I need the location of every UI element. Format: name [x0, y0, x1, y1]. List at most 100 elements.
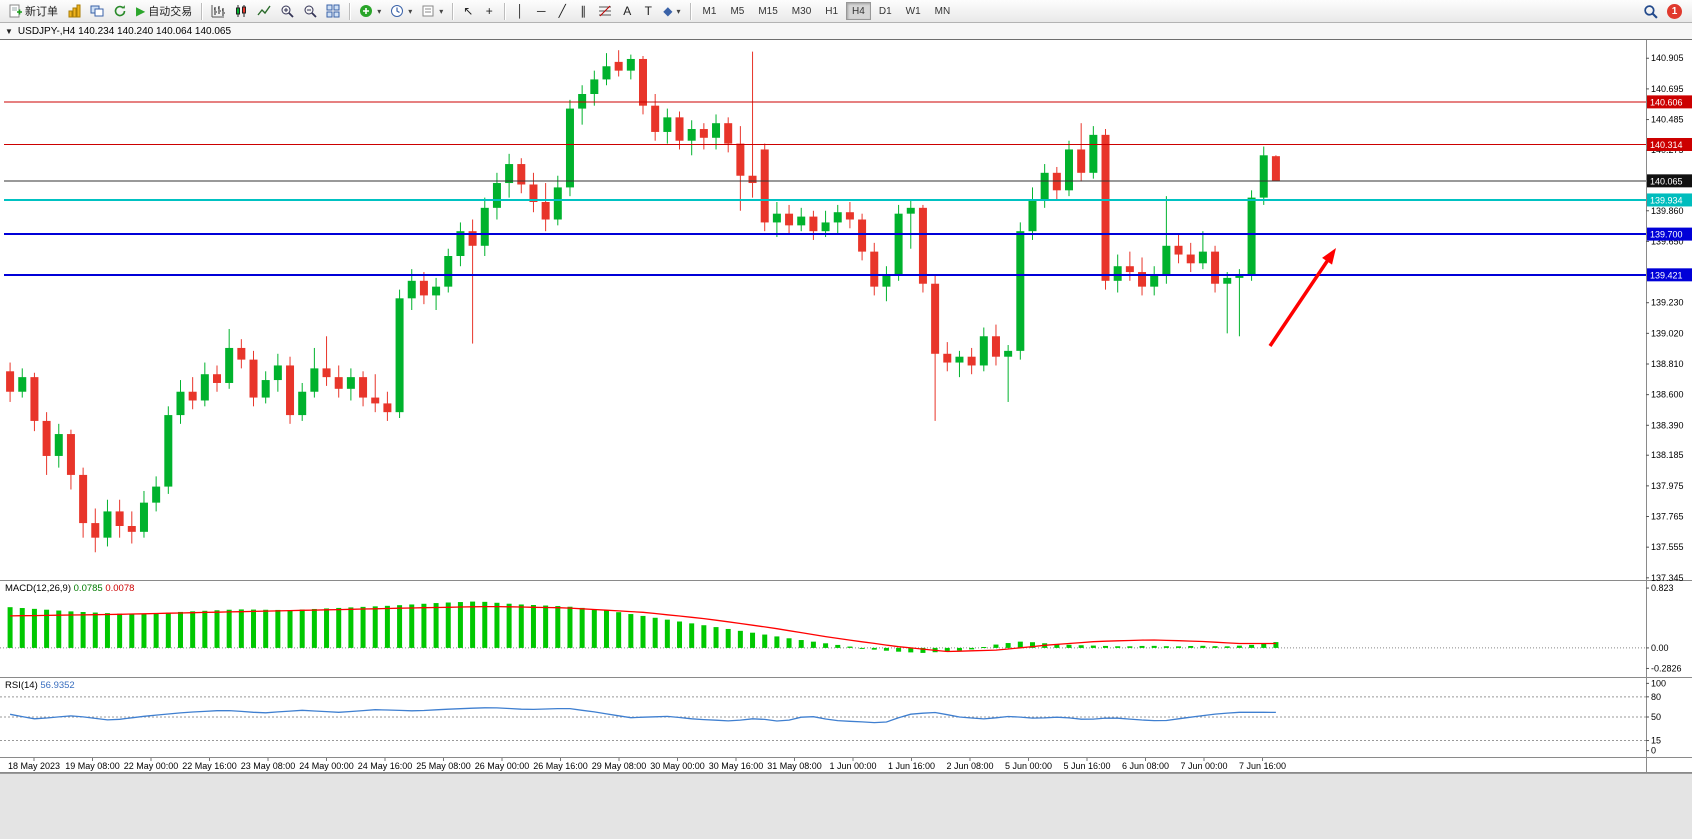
- timeframe-m1-button[interactable]: M1: [697, 2, 723, 20]
- svg-text:29 May 08:00: 29 May 08:00: [592, 761, 647, 771]
- text-label-button[interactable]: T: [638, 1, 658, 21]
- svg-text:138.810: 138.810: [1651, 359, 1684, 369]
- horizontal-line-button[interactable]: ─: [531, 1, 551, 21]
- svg-text:18 May 2023: 18 May 2023: [8, 761, 60, 771]
- svg-text:139.860: 139.860: [1651, 206, 1684, 216]
- svg-text:31 May 08:00: 31 May 08:00: [767, 761, 822, 771]
- chart-title: USDJPY-,H4 140.234 140.240 140.064 140.0…: [17, 25, 232, 37]
- tile-windows-button[interactable]: [322, 1, 344, 21]
- svg-text:1 Jun 00:00: 1 Jun 00:00: [829, 761, 876, 771]
- svg-text:15: 15: [1651, 736, 1661, 746]
- cursor-button[interactable]: ↖: [458, 1, 478, 21]
- periods-button[interactable]: ▾: [386, 1, 416, 21]
- svg-text:139.020: 139.020: [1651, 328, 1684, 338]
- svg-text:24 May 00:00: 24 May 00:00: [299, 761, 354, 771]
- price-badge-current-price: [1647, 174, 1692, 188]
- timeframe-mn-button[interactable]: MN: [929, 2, 957, 20]
- horizontal-lines-layer: [4, 101, 1646, 276]
- chevron-down-icon: ▾: [408, 6, 413, 16]
- notification-badge[interactable]: 1: [1667, 3, 1682, 19]
- zoom-in-button[interactable]: [276, 1, 298, 21]
- horizontal-line-icon: ─: [537, 4, 546, 18]
- trendline-button[interactable]: ╱: [552, 1, 572, 21]
- svg-text:140.905: 140.905: [1651, 53, 1684, 63]
- timeframe-w1-button[interactable]: W1: [900, 2, 927, 20]
- timeframe-m5-button[interactable]: M5: [724, 2, 750, 20]
- zoom-out-icon: [303, 4, 317, 18]
- text-label-icon: T: [644, 4, 652, 18]
- chart-line-button[interactable]: [253, 1, 275, 21]
- fibonacci-button[interactable]: [594, 1, 616, 21]
- timeframe-group: M1 M5 M15 M30 H1 H4 D1 W1 MN: [696, 2, 958, 20]
- profiles-button[interactable]: [86, 1, 108, 21]
- chevron-down-icon: ▾: [439, 6, 444, 16]
- search-icon: [1643, 4, 1658, 19]
- crosshair-button[interactable]: +: [479, 1, 499, 21]
- chart-area[interactable]: 140.905140.695140.485140.275139.860139.6…: [0, 40, 1692, 773]
- clock-icon: [390, 4, 404, 18]
- add-indicator-icon: [359, 4, 373, 18]
- chart-candles-button[interactable]: [230, 1, 252, 21]
- workspace-background: [0, 773, 1692, 839]
- new-order-label: 新订单: [25, 6, 58, 18]
- svg-text:0.823: 0.823: [1651, 583, 1674, 593]
- trend-arrow[interactable]: [1268, 248, 1336, 347]
- svg-text:139.421: 139.421: [1650, 270, 1683, 280]
- ohlc-bars-icon: [211, 4, 226, 18]
- candlestick-icon: [234, 4, 248, 18]
- svg-text:139.934: 139.934: [1650, 195, 1683, 205]
- time-axis[interactable]: 18 May 2023 19 May 08:00 22 May 00:00 22 Ma…: [8, 758, 1286, 771]
- svg-text:1 Jun 16:00: 1 Jun 16:00: [888, 761, 935, 771]
- svg-text:140.065: 140.065: [1650, 176, 1683, 186]
- timeframe-h4-button[interactable]: H4: [846, 2, 871, 20]
- text-button[interactable]: A: [617, 1, 637, 21]
- timeframe-d1-button[interactable]: D1: [873, 2, 898, 20]
- trendline-icon: ╱: [558, 4, 566, 18]
- timeframe-m15-button[interactable]: M15: [752, 2, 783, 20]
- svg-text:24 May 16:00: 24 May 16:00: [358, 761, 413, 771]
- channel-button[interactable]: ∥: [573, 1, 593, 21]
- timeframe-h1-button[interactable]: H1: [819, 2, 844, 20]
- cursor-icon: ↖: [463, 4, 474, 18]
- macd-signal-line: [10, 605, 1276, 653]
- refresh-icon: [113, 4, 127, 18]
- timeframe-m30-button[interactable]: M30: [786, 2, 817, 20]
- new-order-icon: [8, 4, 22, 18]
- price-badge-resistance-upper: [1647, 95, 1692, 109]
- zoom-out-button[interactable]: [299, 1, 321, 21]
- macd-panel: 0.823 0.00 -0.2826: [0, 583, 1682, 673]
- windows-icon: [90, 4, 104, 18]
- toolbar-separator: [349, 2, 351, 20]
- new-order-button[interactable]: 新订单: [4, 1, 62, 21]
- zoom-in-icon: [280, 4, 294, 18]
- main-toolbar: 新订单 ▶ 自动交易 ▾ ▾ ▾ ↖ + │ ─ ╱ ∥ A T ◆ ▾ M1 M5…: [0, 0, 1692, 23]
- price-axis[interactable]: 140.905140.695140.485140.275139.860139.6…: [1646, 53, 1692, 583]
- toolbar-separator: [452, 2, 454, 20]
- chart-bars-button[interactable]: [207, 1, 229, 21]
- price-chart: 140.905140.695140.485140.275139.860139.6…: [0, 40, 1692, 773]
- crosshair-icon: +: [485, 4, 493, 18]
- svg-text:138.600: 138.600: [1651, 390, 1684, 400]
- svg-text:-0.2826: -0.2826: [1651, 663, 1682, 673]
- refresh-button[interactable]: [109, 1, 131, 21]
- vertical-line-button[interactable]: │: [510, 1, 530, 21]
- chart-menu-icon[interactable]: ▼: [5, 26, 13, 36]
- bar-chart-icon: [67, 4, 81, 18]
- candles-layer: [6, 50, 1280, 553]
- shapes-button[interactable]: ◆ ▾: [659, 1, 684, 21]
- indicators-button[interactable]: ▾: [355, 1, 385, 21]
- auto-trading-button[interactable]: ▶ 自动交易: [132, 1, 196, 21]
- svg-text:138.185: 138.185: [1651, 450, 1684, 460]
- svg-text:138.390: 138.390: [1651, 420, 1684, 430]
- svg-text:50: 50: [1651, 712, 1661, 722]
- search-button[interactable]: [1639, 1, 1662, 21]
- text-icon: A: [623, 4, 632, 18]
- templates-button[interactable]: ▾: [417, 1, 447, 21]
- svg-text:0.00: 0.00: [1651, 643, 1669, 653]
- svg-text:26 May 16:00: 26 May 16:00: [533, 761, 588, 771]
- svg-text:23 May 08:00: 23 May 08:00: [241, 761, 296, 771]
- new-chart-button[interactable]: [63, 1, 85, 21]
- toolbar-separator: [689, 2, 691, 20]
- svg-text:30 May 00:00: 30 May 00:00: [650, 761, 705, 771]
- svg-text:137.555: 137.555: [1651, 542, 1684, 552]
